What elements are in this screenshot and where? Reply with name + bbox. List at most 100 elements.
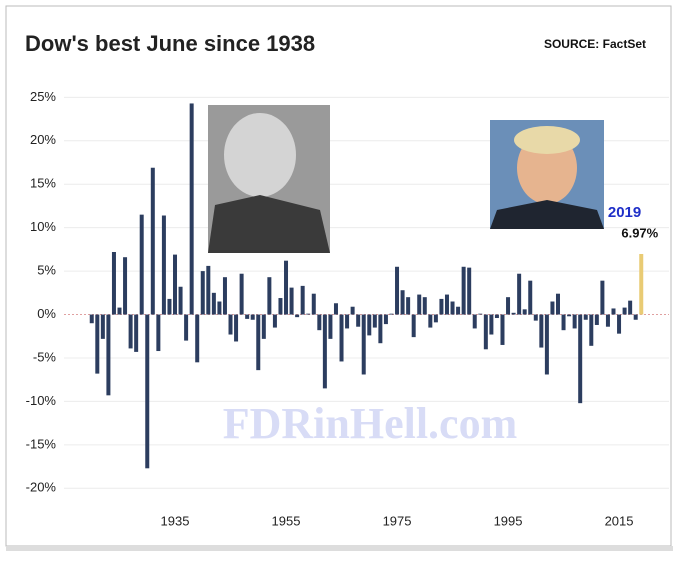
- bar: [361, 314, 366, 375]
- bar: [467, 267, 472, 315]
- bar: [494, 314, 499, 319]
- bar: [128, 314, 133, 349]
- source: SOURCE: FactSet: [544, 37, 646, 51]
- bar: [106, 314, 111, 396]
- bar: [472, 314, 477, 329]
- bar: [567, 314, 572, 317]
- photo-right: [490, 120, 604, 229]
- bar: [522, 309, 527, 315]
- suit: [208, 195, 330, 253]
- bar: [245, 314, 250, 319]
- x-tick-label: 2015: [605, 513, 634, 528]
- bar: [345, 314, 350, 329]
- bar: [456, 306, 461, 315]
- bar: [395, 266, 400, 315]
- bar: [572, 314, 577, 329]
- bar: [389, 313, 394, 315]
- bar: [117, 307, 122, 315]
- bar: [422, 297, 427, 315]
- bar: [478, 313, 483, 315]
- bar: [300, 285, 305, 315]
- bar: [222, 277, 227, 315]
- bars: [89, 103, 644, 469]
- bar: [383, 314, 388, 325]
- y-tick-label: 25%: [30, 89, 56, 104]
- bar: [267, 277, 272, 315]
- bar: [250, 314, 255, 320]
- bar: [339, 314, 344, 362]
- bar: [139, 214, 144, 315]
- face: [224, 113, 296, 197]
- bar: [483, 314, 488, 350]
- bar: [206, 265, 211, 315]
- bar: [417, 294, 422, 315]
- bar: [150, 167, 155, 315]
- bar: [511, 312, 516, 315]
- y-tick-label: 15%: [30, 176, 56, 191]
- bar: [100, 314, 105, 339]
- bar: [600, 280, 605, 315]
- bar: [461, 266, 466, 315]
- chart-title: Dow's best June since 1938: [25, 31, 315, 56]
- y-tick-label: 10%: [30, 219, 56, 234]
- bar: [406, 297, 411, 315]
- bar: [211, 292, 216, 315]
- bar: [350, 306, 355, 315]
- y-tick-label: 0%: [37, 306, 56, 321]
- bar: [306, 313, 311, 315]
- bar: [517, 273, 522, 315]
- x-tick-label: 1955: [272, 513, 301, 528]
- bar: [200, 271, 205, 315]
- y-tick-label: -15%: [26, 436, 57, 451]
- bar: [195, 314, 200, 363]
- bar: [256, 314, 261, 371]
- suit: [490, 200, 604, 229]
- bar: [583, 314, 588, 320]
- bar: [372, 314, 377, 328]
- bar: [433, 314, 438, 323]
- bar: [533, 314, 538, 321]
- shadow: [6, 546, 673, 551]
- bar: [555, 293, 560, 315]
- bar: [189, 103, 194, 315]
- watermark: FDRinHell.com: [223, 399, 518, 448]
- x-tick-label: 1995: [494, 513, 523, 528]
- card: [5, 5, 672, 547]
- bar: [561, 314, 566, 331]
- bar: [594, 314, 599, 325]
- bar: [289, 287, 294, 315]
- bar: [500, 314, 505, 345]
- bar: [539, 314, 544, 348]
- bar: [178, 286, 183, 315]
- bar: [544, 314, 549, 375]
- bar: [217, 301, 222, 315]
- bar: [633, 314, 638, 320]
- bar: [444, 294, 449, 315]
- bar: [428, 314, 433, 328]
- y-tick-label: -5%: [33, 349, 57, 364]
- bar: [156, 314, 161, 352]
- bar: [311, 293, 316, 315]
- hair: [514, 126, 580, 154]
- bar: [184, 314, 189, 341]
- value-label: 6.97%: [621, 225, 658, 240]
- bar: [356, 314, 361, 327]
- y-tick-label: -20%: [26, 480, 57, 495]
- x-tick-label: 1935: [161, 513, 190, 528]
- bar: [173, 254, 178, 315]
- bar: [605, 314, 610, 327]
- bar: [550, 301, 555, 315]
- x-tick-label: 1975: [383, 513, 412, 528]
- bar: [367, 314, 372, 336]
- bar: [239, 273, 244, 315]
- bar: [622, 307, 627, 315]
- bar: [295, 314, 300, 318]
- bar: [639, 253, 644, 315]
- bar: [261, 314, 266, 339]
- bar: [333, 303, 338, 315]
- highlight-year: 2019: [608, 204, 641, 221]
- bar: [111, 252, 116, 315]
- y-tick-label: 5%: [37, 263, 56, 278]
